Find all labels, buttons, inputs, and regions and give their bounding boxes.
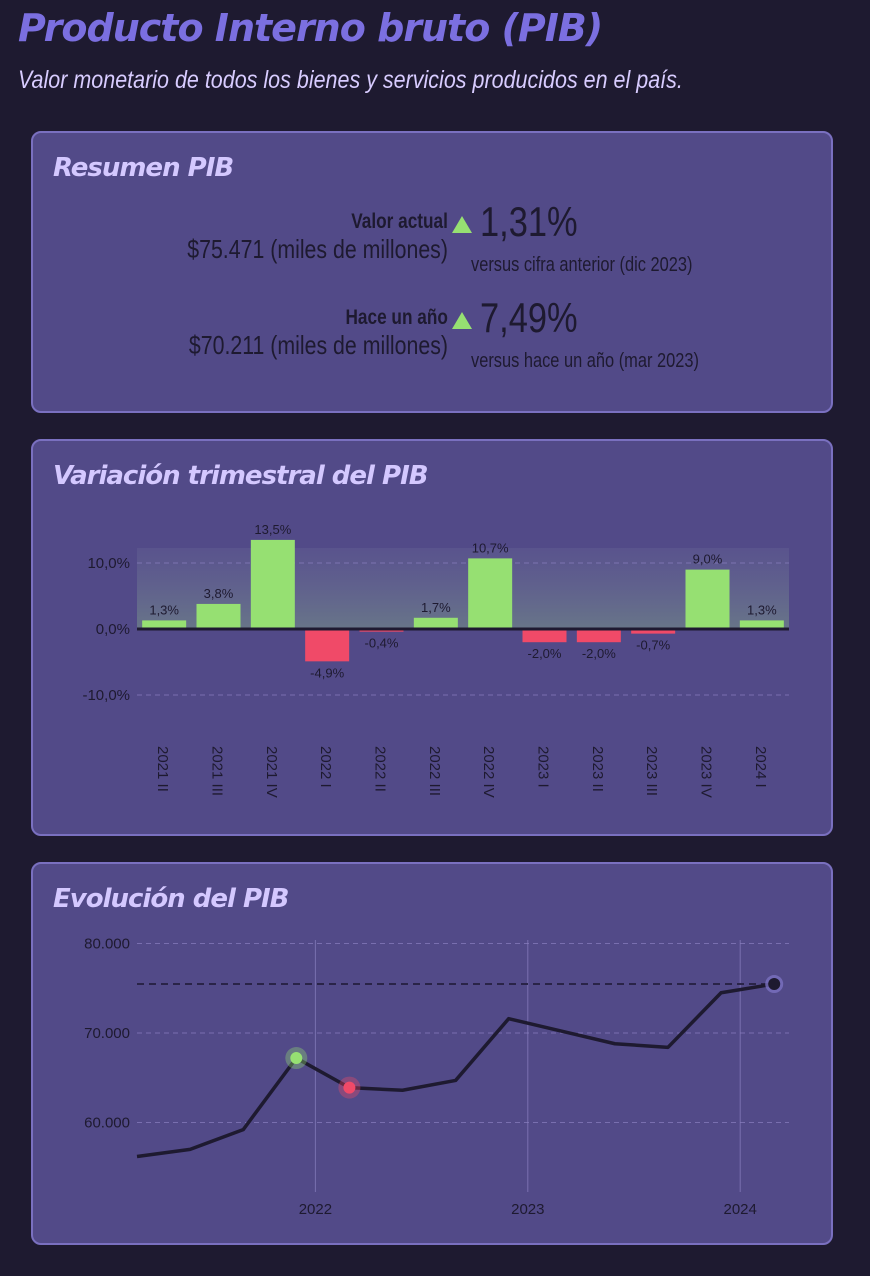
latest-point: [768, 978, 781, 991]
quarterly-variation-card: Variación trimestral del PIB: [31, 439, 833, 836]
data-label: -2,0%: [528, 646, 562, 661]
highlight-point-drop: [343, 1081, 356, 1094]
current-comparison: versus cifra anterior (dic 2023): [471, 254, 693, 276]
current-label: Valor actual: [351, 210, 448, 233]
bar-2023-III: [631, 629, 676, 634]
x-tick-label: 2024 I: [752, 746, 769, 788]
summary-title: Resumen PIB: [53, 153, 234, 183]
data-label: 1,7%: [421, 600, 451, 615]
y-tick-label: 10,0%: [87, 555, 130, 572]
bar-2023-II: [576, 629, 621, 643]
x-tick-label: 2022 III: [426, 746, 443, 796]
data-label: 1,3%: [747, 602, 777, 617]
bar-2021-III: [196, 603, 241, 629]
data-label: 3,8%: [204, 586, 234, 601]
y-tick-label: 60.000: [84, 1115, 130, 1132]
x-tick-label: 2023 IV: [698, 746, 715, 798]
summary-card: Resumen PIB: [31, 131, 833, 413]
bar-chart: 10,0% 0,0% -10,0% 1,3% 2021 II 3,8% 2021 III 13…: [82, 522, 789, 798]
line-chart: 80.000 70.000 60.000 2022 2023 2024: [84, 936, 789, 1218]
bar-chart-title: Variación trimestral del PIB: [53, 461, 429, 491]
data-label: 10,7%: [472, 540, 509, 555]
x-tick-label: 2021 II: [154, 746, 171, 792]
y-tick-label: 80.000: [84, 936, 130, 953]
data-label: 9,0%: [693, 552, 723, 567]
x-tick-label: 2022 IV: [480, 746, 497, 798]
bar-2024-I: [739, 620, 784, 629]
x-tick-label: 2024: [724, 1201, 757, 1218]
bar-2022-IV: [468, 558, 513, 629]
y-tick-label: 0,0%: [96, 621, 130, 638]
y-tick-label: -10,0%: [82, 687, 130, 704]
line-chart-title: Evolución del PIB: [53, 884, 289, 914]
current-value: $75.471 (miles de millones): [187, 234, 448, 264]
current-change: 1,31%: [480, 198, 578, 245]
data-label: -0,4%: [365, 636, 399, 651]
bar-2023-IV: [685, 569, 730, 629]
x-tick-label: 2023 I: [535, 746, 552, 788]
evolution-card: Evolución del PIB: [31, 862, 833, 1245]
data-label: 13,5%: [254, 522, 291, 537]
x-tick-label: 2023: [511, 1201, 544, 1218]
year-ago-comparison: versus hace un año (mar 2023): [471, 350, 699, 372]
x-tick-label: 2022: [299, 1201, 332, 1218]
x-tick-label: 2022 I: [317, 746, 334, 788]
page-title: Producto Interno bruto (PIB): [18, 6, 603, 50]
data-label: -0,7%: [636, 638, 670, 653]
gdp-line: [136, 982, 775, 1159]
bar-2021-IV: [250, 539, 295, 629]
year-ago-change: 7,49%: [480, 294, 578, 341]
data-label: 1,3%: [149, 602, 179, 617]
data-label: -4,9%: [310, 665, 344, 680]
bar-2021-II: [142, 620, 187, 629]
x-tick-label: 2021 III: [209, 746, 226, 796]
page-subtitle: Valor monetario de todos los bienes y se…: [18, 66, 683, 94]
bar-2023-I: [522, 629, 567, 643]
up-arrow-icon: [452, 216, 472, 233]
highlight-point-max-before-drop: [290, 1052, 303, 1065]
x-tick-label: 2023 III: [643, 746, 660, 796]
y-tick-label: 70.000: [84, 1025, 130, 1042]
bar-2022-I: [305, 629, 350, 662]
data-label: -2,0%: [582, 646, 616, 661]
year-ago-label: Hace un año: [345, 306, 448, 329]
year-ago-value: $70.211 (miles de millones): [188, 330, 448, 360]
x-tick-label: 2021 IV: [263, 746, 280, 798]
x-tick-label: 2022 II: [372, 746, 389, 792]
up-arrow-icon: [452, 312, 472, 329]
chart-band: [137, 548, 789, 629]
x-tick-label: 2023 II: [589, 746, 606, 792]
bar-2022-III: [413, 617, 458, 629]
